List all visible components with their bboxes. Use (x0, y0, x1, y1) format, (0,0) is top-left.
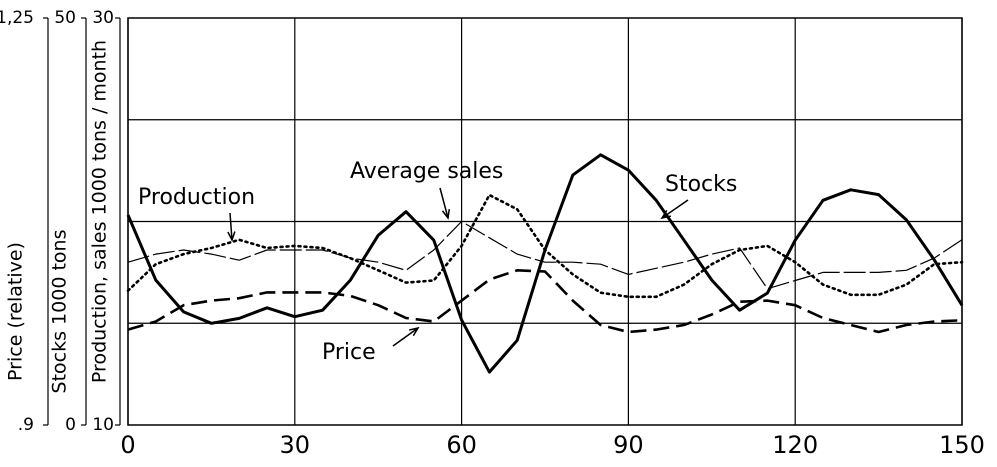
arrow-head (441, 208, 450, 220)
series-line (126, 153, 964, 374)
y-axis-label: Production, sales 1000 tons / month (89, 40, 111, 383)
series-line (127, 220, 963, 290)
x-tick-label: 120 (772, 431, 818, 459)
annotation-arrow (229, 212, 233, 241)
y-tick-label: .9 (18, 415, 34, 435)
x-tick-label: 150 (939, 431, 985, 459)
y-tick-label: 10 (92, 415, 114, 435)
series-label: Production (138, 185, 255, 210)
y-axis-label: Stocks 1000 tons (49, 230, 71, 394)
x-tick-label: 60 (446, 431, 477, 459)
series-label: Average sales (350, 159, 503, 184)
x-tick-label: 0 (120, 431, 135, 459)
y-axis-label: Price (relative) (5, 242, 27, 381)
annotation-arrow (392, 327, 419, 347)
annotation-arrow (661, 199, 689, 219)
y-tick-label: 0 (65, 415, 76, 435)
y-tick-label: 30 (92, 8, 114, 28)
arrow-head (227, 231, 236, 242)
series-line (127, 269, 963, 334)
y-tick-label: 50 (54, 8, 76, 28)
arrow-head (409, 326, 420, 337)
x-tick-label: 30 (280, 431, 311, 459)
series-label: Price (322, 340, 376, 365)
x-tick-label: 90 (613, 431, 644, 459)
series-label: Stocks (665, 172, 737, 197)
arrow-head (660, 209, 671, 220)
annotation-arrow (439, 187, 449, 219)
y-tick-label: 1,25 (0, 8, 34, 28)
